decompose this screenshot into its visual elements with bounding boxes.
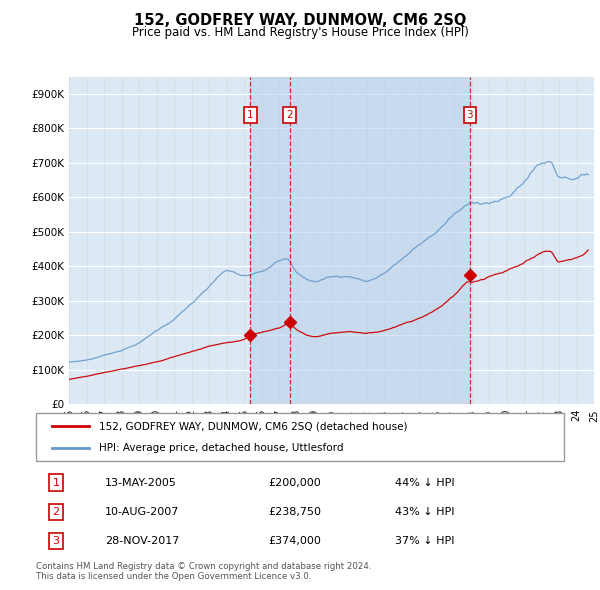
Text: 37% ↓ HPI: 37% ↓ HPI <box>395 536 455 546</box>
Bar <box>250 77 470 404</box>
Text: 3: 3 <box>467 110 473 120</box>
Text: 44% ↓ HPI: 44% ↓ HPI <box>395 477 455 487</box>
Text: 152, GODFREY WAY, DUNMOW, CM6 2SQ: 152, GODFREY WAY, DUNMOW, CM6 2SQ <box>134 13 466 28</box>
Text: Price paid vs. HM Land Registry's House Price Index (HPI): Price paid vs. HM Land Registry's House … <box>131 26 469 39</box>
Text: 1: 1 <box>247 110 254 120</box>
Text: 28-NOV-2017: 28-NOV-2017 <box>104 536 179 546</box>
FancyBboxPatch shape <box>36 413 564 461</box>
Text: 152, GODFREY WAY, DUNMOW, CM6 2SQ (detached house): 152, GODFREY WAY, DUNMOW, CM6 2SQ (detac… <box>100 421 408 431</box>
Text: Contains HM Land Registry data © Crown copyright and database right 2024.
This d: Contains HM Land Registry data © Crown c… <box>36 562 371 581</box>
Text: 3: 3 <box>53 536 59 546</box>
Text: 1: 1 <box>53 477 59 487</box>
Text: £238,750: £238,750 <box>268 507 322 517</box>
Text: 2: 2 <box>53 507 59 517</box>
Text: 13-MAY-2005: 13-MAY-2005 <box>104 477 176 487</box>
Text: £374,000: £374,000 <box>268 536 321 546</box>
Text: 10-AUG-2007: 10-AUG-2007 <box>104 507 179 517</box>
Text: HPI: Average price, detached house, Uttlesford: HPI: Average price, detached house, Uttl… <box>100 443 344 453</box>
Text: 43% ↓ HPI: 43% ↓ HPI <box>395 507 455 517</box>
Text: 2: 2 <box>286 110 293 120</box>
Text: £200,000: £200,000 <box>268 477 321 487</box>
